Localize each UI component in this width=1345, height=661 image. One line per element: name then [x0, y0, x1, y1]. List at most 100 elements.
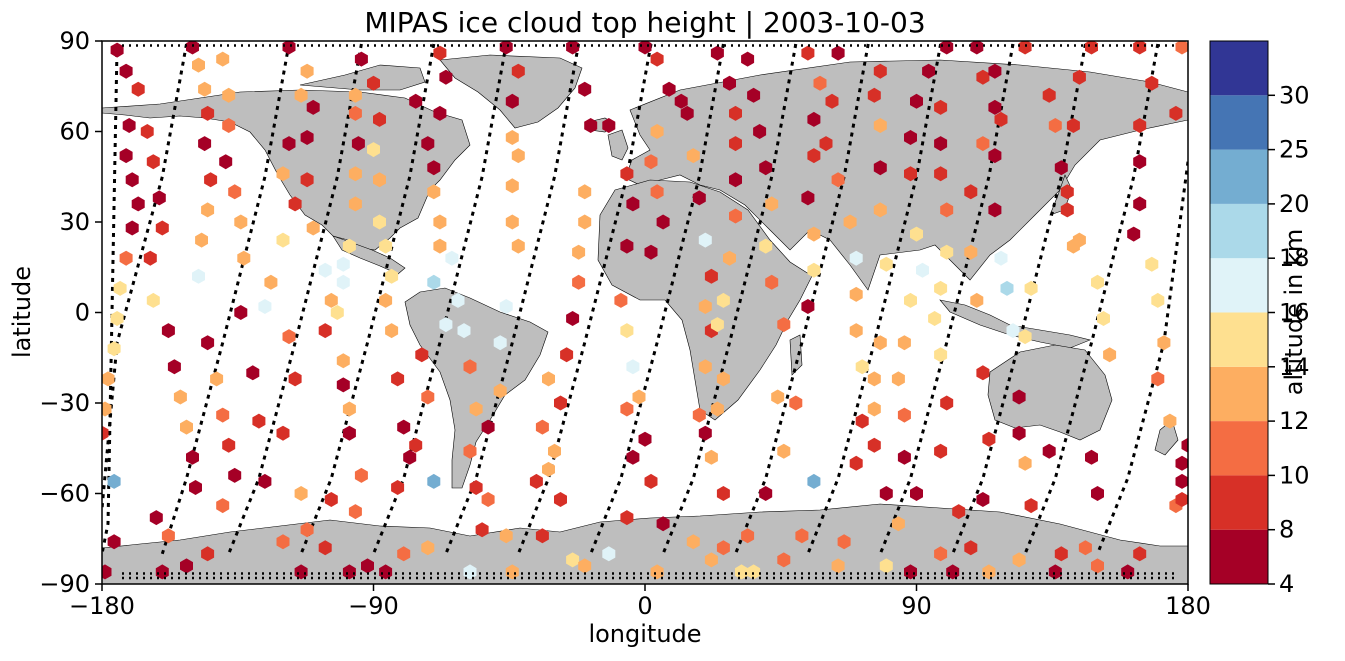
- cloud-point: [216, 498, 230, 514]
- cloud-point: [837, 534, 851, 550]
- cloud-point: [849, 323, 863, 339]
- cloud-point: [970, 292, 984, 308]
- y-tick-label: 30: [59, 208, 90, 236]
- cloud-point: [433, 214, 447, 230]
- cloud-point: [934, 280, 948, 296]
- cloud-point: [807, 226, 821, 242]
- cloud-point: [867, 437, 881, 453]
- cloud-point: [566, 552, 580, 568]
- colorbar-tick-label: 8: [1279, 516, 1294, 544]
- cloud-point: [336, 256, 350, 272]
- cloud-point: [910, 226, 923, 242]
- cloud-point: [771, 389, 785, 405]
- cloud-point: [710, 45, 724, 61]
- colorbar-tick-label: 10: [1279, 461, 1310, 489]
- cloud-point: [964, 244, 978, 260]
- colorbar-tick-label: 18: [1279, 244, 1310, 272]
- cloud-point: [433, 105, 447, 121]
- cloud-point: [361, 558, 374, 574]
- cloud-point: [807, 148, 821, 164]
- cloud-point: [940, 395, 954, 411]
- cloud-point: [439, 69, 453, 85]
- cloud-point: [180, 419, 193, 435]
- cloud-point: [729, 105, 742, 121]
- cloud-point: [904, 130, 917, 145]
- cloud-point: [1012, 389, 1026, 405]
- cloud-point: [897, 335, 911, 351]
- cloud-point: [201, 105, 215, 121]
- cloud-point: [122, 118, 136, 133]
- cloud-point: [542, 461, 555, 477]
- cloud-point: [336, 274, 350, 290]
- colorbar-segment: [1210, 475, 1268, 530]
- cloud-point: [716, 292, 730, 308]
- colorbar-tick-label: 16: [1279, 299, 1310, 327]
- cloud-point: [511, 148, 525, 164]
- cloud-point: [146, 154, 160, 170]
- cloud-point: [288, 371, 302, 387]
- cloud-point: [729, 208, 742, 224]
- cloud-point: [294, 87, 308, 103]
- cloud-point: [276, 425, 290, 441]
- cloud-point: [904, 166, 917, 182]
- orbit-track: [102, 43, 188, 509]
- cloud-point: [475, 522, 489, 538]
- cloud-point: [143, 250, 157, 266]
- cloud-point: [351, 136, 365, 152]
- cloud-point: [1085, 449, 1098, 465]
- orbit-track: [1096, 161, 1188, 555]
- cloud-point: [698, 232, 712, 248]
- cloud-point: [716, 540, 730, 556]
- x-axis-label: longitude: [588, 620, 701, 648]
- cloud-point: [934, 546, 948, 562]
- cloud-point: [952, 504, 966, 520]
- colorbar-segment: [1210, 421, 1268, 476]
- orbit-track: [227, 43, 363, 555]
- cloud-point: [1012, 552, 1026, 568]
- y-tick-label: 0: [75, 299, 90, 327]
- cloud-point: [867, 371, 881, 387]
- cloud-point: [976, 365, 990, 381]
- cloud-point: [650, 51, 664, 67]
- cloud-point: [246, 365, 260, 381]
- cloud-point: [964, 540, 978, 556]
- y-axis-ticks: −90 −60 −30 0 30 60 90: [39, 27, 102, 598]
- cloud-point: [620, 401, 634, 417]
- cloud-point: [433, 45, 447, 61]
- cloud-point: [831, 45, 845, 61]
- cloud-point: [759, 238, 773, 254]
- cloud-point: [161, 323, 175, 339]
- cloud-point: [620, 238, 634, 254]
- cloud-point: [481, 419, 495, 435]
- cloud-points: [102, 41, 1188, 580]
- cloud-point: [192, 268, 205, 284]
- cloud-point: [342, 564, 356, 580]
- cloud-point: [849, 455, 863, 471]
- cloud-point: [427, 160, 441, 176]
- cloud-point: [710, 317, 724, 333]
- y-tick-label: −60: [39, 480, 90, 508]
- cloud-point: [391, 480, 405, 495]
- cloud-point: [180, 558, 193, 574]
- cloud-point: [578, 558, 592, 574]
- cloud-point: [102, 564, 112, 580]
- cloud-point: [578, 81, 592, 97]
- orbit-track: [516, 43, 653, 555]
- cloud-point: [354, 51, 368, 67]
- cloud-point: [1145, 75, 1159, 91]
- cloud-point: [674, 93, 688, 109]
- cloud-point: [421, 136, 435, 152]
- colorbar-segment: [1210, 41, 1268, 96]
- cloud-point: [1103, 347, 1117, 363]
- cloud-point: [282, 329, 296, 345]
- cloud-point: [113, 280, 127, 296]
- cloud-point: [379, 292, 393, 308]
- cloud-point: [499, 41, 513, 55]
- cloud-point: [535, 419, 549, 435]
- cloud-point: [385, 268, 399, 284]
- cloud-point: [873, 63, 887, 79]
- cloud-point: [228, 467, 242, 483]
- cloud-point: [282, 136, 296, 152]
- cloud-point: [753, 124, 767, 139]
- cloud-point: [439, 317, 453, 333]
